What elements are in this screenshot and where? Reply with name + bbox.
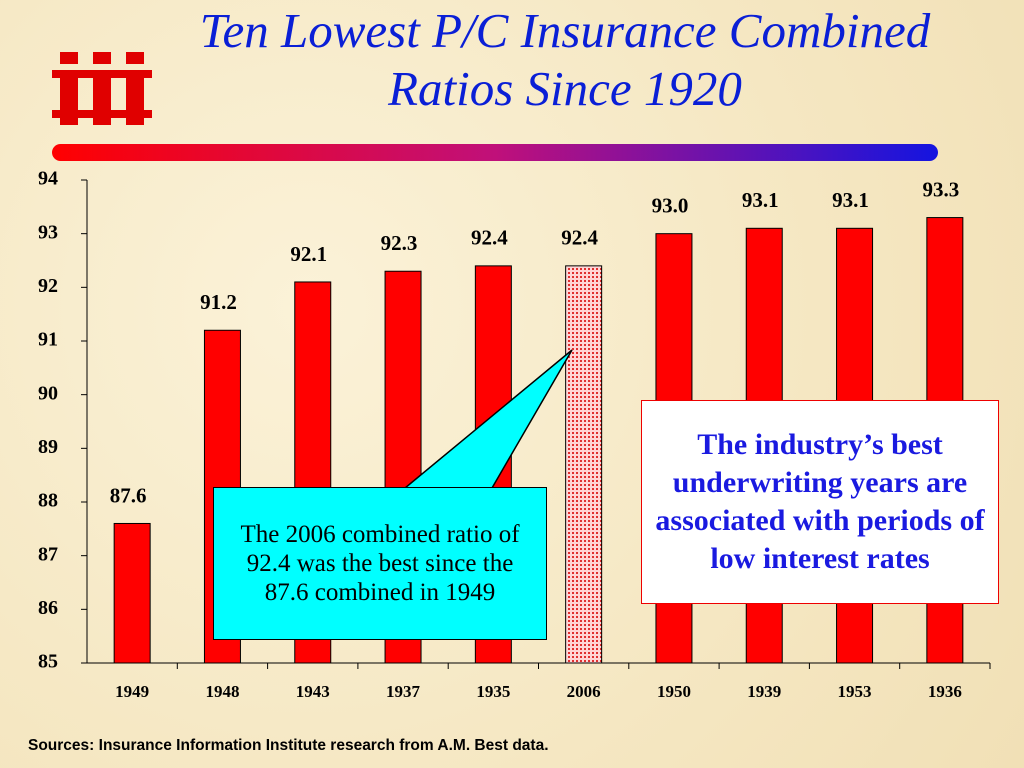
bar xyxy=(565,265,603,664)
value-label: 92.4 xyxy=(471,226,508,250)
x-tick-label: 1949 xyxy=(115,682,149,701)
y-tick-label: 93 xyxy=(38,221,58,243)
chart-title: Ten Lowest P/C Insurance Combined Ratios… xyxy=(199,3,931,116)
note-box: The industry’s best underwriting years a… xyxy=(641,400,999,604)
x-tick-label: 1939 xyxy=(747,682,781,701)
x-tick-label: 1943 xyxy=(296,682,330,701)
value-label: 92.4 xyxy=(561,226,598,250)
x-tick-label: 1935 xyxy=(476,682,510,701)
y-tick-label: 92 xyxy=(38,275,58,297)
value-label: 92.3 xyxy=(381,231,418,255)
y-tick-label: 89 xyxy=(38,436,58,458)
value-label: 93.1 xyxy=(832,188,869,212)
bar xyxy=(113,522,151,664)
x-tick-label: 1950 xyxy=(657,682,691,701)
value-label: 93.3 xyxy=(922,177,959,201)
value-label: 91.2 xyxy=(200,290,237,314)
x-tick-label: 1937 xyxy=(386,682,421,701)
title-rule xyxy=(52,144,938,161)
source-note: Sources: Insurance Information Institute… xyxy=(28,737,549,754)
y-tick-label: 85 xyxy=(38,651,58,673)
value-label: 93.0 xyxy=(652,193,689,217)
x-tick-label: 2006 xyxy=(567,682,601,701)
y-tick-label: 88 xyxy=(38,490,58,512)
x-tick-label: 1948 xyxy=(205,682,239,701)
y-tick-label: 90 xyxy=(38,382,58,404)
x-tick-label: 1936 xyxy=(928,682,962,701)
value-label: 93.1 xyxy=(742,188,779,212)
y-tick-label: 86 xyxy=(38,597,58,619)
value-label: 87.6 xyxy=(110,483,147,507)
y-tick-label: 91 xyxy=(38,329,58,351)
logo xyxy=(52,52,152,125)
value-label: 92.1 xyxy=(290,242,327,266)
y-tick-label: 87 xyxy=(38,543,58,565)
callout: The 2006 combined ratio of 92.4 was the … xyxy=(213,487,547,640)
y-tick-label: 94 xyxy=(38,168,58,190)
x-tick-label: 1953 xyxy=(838,682,872,701)
